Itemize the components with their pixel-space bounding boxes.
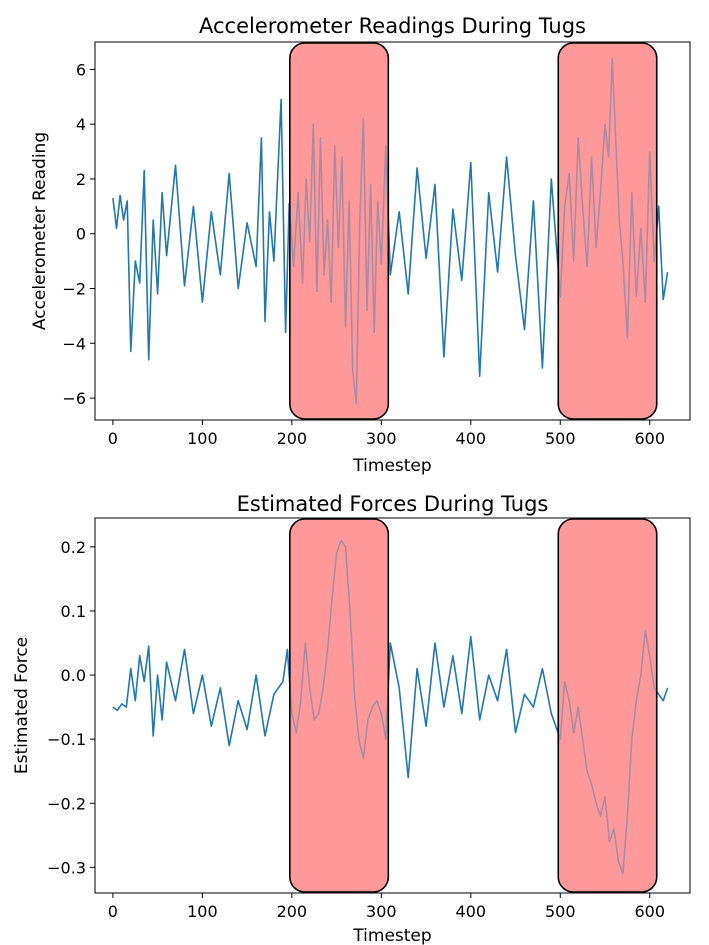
y-axis-label: Estimated Force <box>12 637 32 774</box>
y-tick-label: 0.1 <box>61 602 86 621</box>
highlight-region-overlay-2 <box>557 518 658 893</box>
y-tick-label: −0.2 <box>47 794 86 813</box>
x-tick-label: 200 <box>277 902 308 921</box>
x-tick-label: 500 <box>545 429 576 448</box>
plot-frame <box>94 517 691 894</box>
y-tick-label: −2 <box>62 280 86 299</box>
forces-chart: 0 100 200 300 400 500 600 −0.3 −0.2 −0.1 0.0 0.1 0.… <box>12 492 691 945</box>
accelerometer-chart: 0 100 200 300 400 500 600 −6 −4 −2 0 2 4 6 Accelerom… <box>30 14 691 476</box>
x-axis-label: Timestep <box>352 456 431 476</box>
y-tick-label: 4 <box>76 115 86 134</box>
tick-marks <box>90 68 651 425</box>
x-tick-label: 300 <box>366 902 397 921</box>
y-tick-label: 0.2 <box>61 538 86 557</box>
highlight-region-overlays <box>289 518 658 893</box>
plot-frame <box>94 41 691 421</box>
tick-marks <box>90 546 651 898</box>
x-axis-label: Timestep <box>352 926 431 945</box>
chart-title: Accelerometer Readings During Tugs <box>199 14 586 38</box>
y-tick-label: −0.1 <box>47 730 86 749</box>
x-tick-labels: 0 100 200 300 400 500 600 <box>108 429 665 448</box>
x-tick-label: 200 <box>277 429 308 448</box>
y-tick-label: 6 <box>76 60 86 79</box>
y-tick-label: −0.3 <box>47 858 86 877</box>
highlight-region-overlay-1 <box>289 42 390 420</box>
x-tick-label: 100 <box>187 429 218 448</box>
x-tick-labels: 0 100 200 300 400 500 600 <box>108 902 665 921</box>
x-tick-label: 600 <box>634 429 665 448</box>
highlight-region-overlay-1 <box>289 518 390 893</box>
y-tick-label: 0.0 <box>61 666 86 685</box>
x-tick-label: 400 <box>456 429 487 448</box>
y-tick-labels: −0.3 −0.2 −0.1 0.0 0.1 0.2 <box>47 538 86 878</box>
x-tick-label: 100 <box>187 902 218 921</box>
x-tick-label: 300 <box>366 429 397 448</box>
y-tick-label: 0 <box>76 225 86 244</box>
y-tick-labels: −6 −4 −2 0 2 4 6 <box>62 60 86 408</box>
y-tick-label: −6 <box>62 389 86 408</box>
highlight-region-overlays <box>289 42 658 420</box>
x-tick-label: 600 <box>634 902 665 921</box>
chart-title: Estimated Forces During Tugs <box>237 492 549 516</box>
y-axis-label: Accelerometer Reading <box>30 132 50 330</box>
highlight-region-overlay-2 <box>557 42 658 420</box>
y-tick-label: −4 <box>62 334 86 353</box>
x-tick-label: 0 <box>108 429 118 448</box>
x-tick-label: 0 <box>108 902 118 921</box>
x-tick-label: 500 <box>545 902 576 921</box>
y-tick-label: 2 <box>76 170 86 189</box>
x-tick-label: 400 <box>456 902 487 921</box>
